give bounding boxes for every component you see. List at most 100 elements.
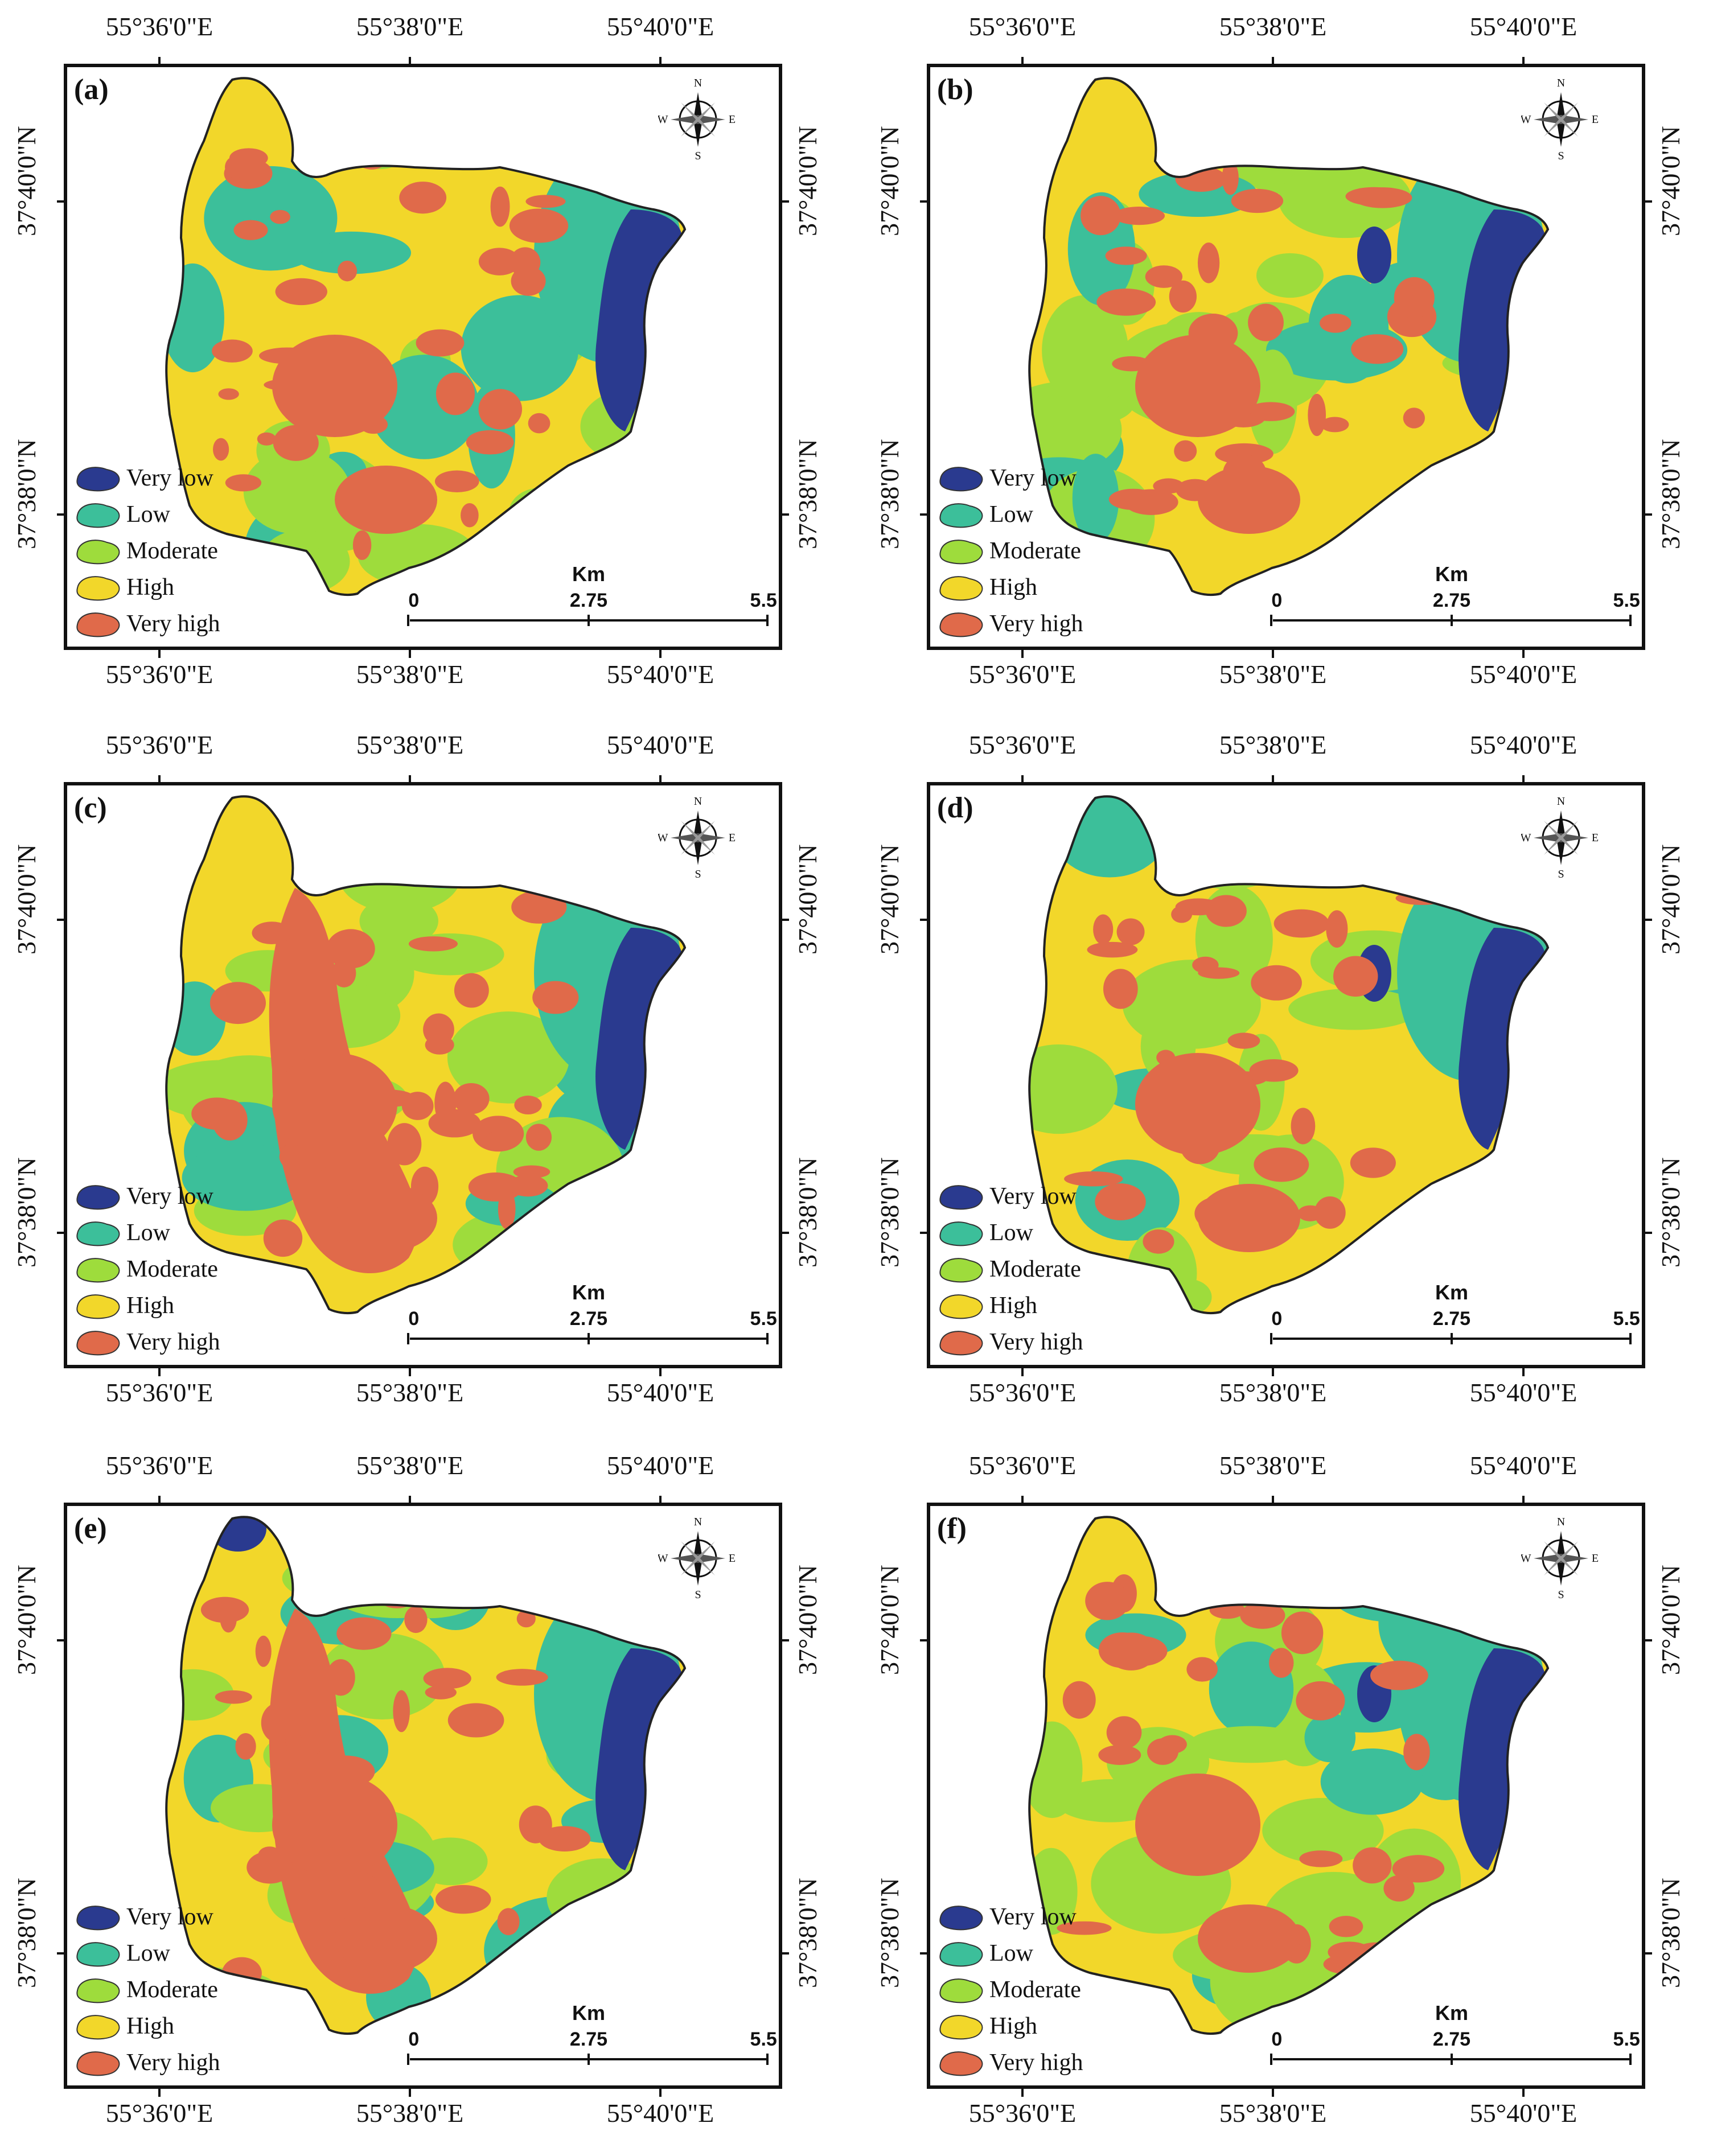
zone-very-high <box>1145 265 1183 288</box>
longitude-label: 55°36'0"E <box>105 730 213 759</box>
zone-very-high <box>335 1184 437 1252</box>
zone-very-high <box>247 1851 293 1884</box>
zone-very-high <box>1106 1632 1156 1671</box>
zone-very-high <box>326 1659 355 1696</box>
zone-very-high <box>261 1702 295 1743</box>
graticule-tick <box>781 1232 789 1234</box>
legend-item: Very high <box>936 2044 1083 2081</box>
compass-letter: E <box>1592 113 1599 126</box>
graticule-tick <box>1272 57 1274 65</box>
zone-very-high <box>1394 277 1435 319</box>
legend-swatch <box>939 2051 983 2076</box>
legend-swatch <box>76 467 120 492</box>
legend: Very low Low Moderate High Very high <box>936 1178 1083 1360</box>
zone-very-high <box>1062 1681 1096 1719</box>
longitude-label: 55°40'0"E <box>606 12 714 41</box>
graticule-tick <box>1644 1232 1652 1234</box>
latitude-label: 37°40'0"N <box>1656 126 1685 236</box>
zone-very-high <box>423 1668 471 1689</box>
zone-very-high <box>393 1690 410 1733</box>
zone-very-high <box>1383 1875 1415 1902</box>
map-frame: (f) N S E W Very low Low Moderate High Very high K… <box>927 1503 1645 2089</box>
zone-low <box>420 1560 491 1631</box>
zone-very-high <box>1215 443 1273 464</box>
legend-swatch <box>939 612 983 637</box>
zone-very-high <box>1197 242 1220 283</box>
map-panel: 55°36'0"E 55°36'0"E 55°38'0"E 55°38'0"E 55°4… <box>0 1439 846 2133</box>
zone-very-high <box>478 389 523 430</box>
watershed-boundary <box>165 77 687 596</box>
legend-swatch <box>939 1942 983 1967</box>
zone-very-high <box>272 335 397 437</box>
longitude-label: 55°36'0"E <box>968 1378 1077 1407</box>
scale-tick-label: 0 <box>1271 590 1283 611</box>
legend-swatch <box>76 576 120 601</box>
latitude-label: 37°38'0"N <box>1656 439 1685 549</box>
zone-very-high <box>1095 1183 1146 1221</box>
latitude-label: 37°40'0"N <box>793 126 822 236</box>
graticule-tick <box>781 200 789 203</box>
zone-low <box>387 847 507 888</box>
zone-very-high <box>213 438 229 461</box>
compass-letter: W <box>1521 113 1531 126</box>
graticule-tick <box>1644 1639 1652 1641</box>
legend-label: Moderate <box>126 1256 218 1282</box>
zone-very-high <box>1222 161 1239 195</box>
latitude-label: 37°38'0"N <box>875 1157 904 1268</box>
zone-moderate <box>359 895 438 947</box>
zone-very-high <box>1350 1147 1396 1178</box>
compass-letter: E <box>729 832 736 844</box>
legend-item: Very high <box>936 606 1083 642</box>
map-panel: 55°36'0"E 55°36'0"E 55°38'0"E 55°38'0"E 55°4… <box>0 0 846 694</box>
longitude-label: 55°36'0"E <box>105 660 213 689</box>
zone-very-high <box>1254 1147 1309 1182</box>
zone-very-high <box>1308 393 1326 437</box>
zone-low <box>1072 454 1119 544</box>
zone-very-high <box>1057 1921 1112 1935</box>
zone-very-high <box>526 138 567 179</box>
zone-very-high <box>1333 956 1378 997</box>
graticule-tick <box>659 2089 662 2097</box>
zone-very-high <box>1113 207 1165 225</box>
zone-very-high <box>1106 1716 1142 1749</box>
legend-label: Moderate <box>989 1256 1081 1282</box>
longitude-label: 55°38'0"E <box>1219 1451 1327 1480</box>
zone-very-high <box>1198 967 1240 979</box>
graticule-tick <box>158 57 161 65</box>
graticule-tick <box>158 1368 161 1376</box>
latitude-label: 37°38'0"N <box>12 1878 41 1988</box>
compass-letter: W <box>1521 832 1531 844</box>
zone-very-high <box>416 329 465 357</box>
zone-very-high <box>1240 1602 1285 1629</box>
zone-very-high <box>466 430 514 455</box>
zone-moderate <box>1042 295 1128 406</box>
zone-very-high <box>509 208 569 243</box>
legend-label: Very low <box>989 1904 1077 1930</box>
zone-very-high <box>1251 965 1302 1001</box>
graticule-tick <box>1272 650 1274 658</box>
zone-very-high <box>387 1123 422 1166</box>
zone-very-high <box>301 1585 344 1610</box>
scale-bar: Km 0 2.75 5.5 <box>406 1281 777 1355</box>
zone-very-high <box>273 425 319 461</box>
zone-very-high <box>519 1805 552 1844</box>
legend-item: Very low <box>73 1178 220 1215</box>
zone-very-high <box>1302 850 1327 882</box>
latitude-label: 37°38'0"N <box>1656 1157 1685 1268</box>
latitude-label: 37°38'0"N <box>793 1878 822 1988</box>
legend-item: Moderate <box>936 1251 1083 1287</box>
graticule-tick <box>1272 1368 1274 1376</box>
zone-very-high <box>225 156 246 178</box>
zone-very-high <box>1174 440 1197 462</box>
zone-very-high <box>1314 1196 1346 1229</box>
latitude-label: 37°40'0"N <box>875 1565 904 1675</box>
scale-tick <box>407 1333 410 1344</box>
zone-moderate <box>1181 836 1280 890</box>
susceptibility-map <box>1028 795 1550 1315</box>
graticule-tick <box>1522 1496 1525 1504</box>
zone-very-high <box>1105 246 1147 265</box>
zone-very-high <box>1296 1681 1345 1721</box>
zone-very-high <box>209 982 266 1024</box>
longitude-label: 55°40'0"E <box>606 730 714 759</box>
legend-item: Very high <box>73 1324 220 1360</box>
